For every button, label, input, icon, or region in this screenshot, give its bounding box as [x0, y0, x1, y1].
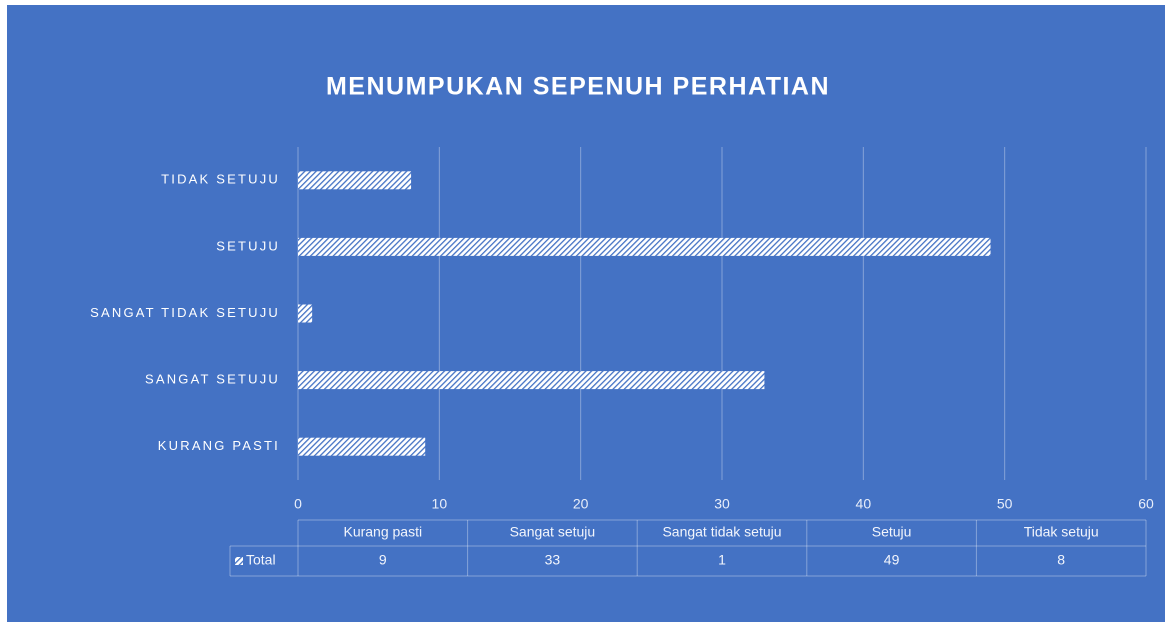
x-tick-label: 10	[432, 496, 448, 512]
y-tick-label: TIDAK SETUJU	[161, 172, 280, 187]
chart-background	[7, 5, 1165, 622]
bar	[298, 237, 991, 256]
x-tick-label: 20	[573, 496, 589, 512]
y-tick-label: SANGAT TIDAK SETUJU	[90, 305, 280, 320]
table-header: Sangat setuju	[510, 524, 596, 540]
y-tick-label: KURANG PASTI	[158, 438, 280, 453]
table-header: Tidak setuju	[1024, 524, 1099, 540]
x-tick-label: 50	[997, 496, 1013, 512]
y-tick-label: SETUJU	[216, 238, 280, 253]
bar	[298, 171, 412, 190]
x-tick-label: 30	[714, 496, 730, 512]
table-header: Setuju	[872, 524, 912, 540]
x-tick-label: 0	[294, 496, 302, 512]
x-tick-label: 40	[856, 496, 872, 512]
y-tick-label: SANGAT SETUJU	[145, 372, 280, 387]
table-value: 49	[884, 552, 900, 568]
bar	[298, 304, 313, 323]
table-header: Sangat tidak setuju	[662, 524, 781, 540]
table-value: 1	[718, 552, 726, 568]
chart-title: MENUMPUKAN SEPENUH PERHATIAN	[326, 73, 830, 101]
bar	[298, 371, 765, 390]
table-header: Kurang pasti	[343, 524, 422, 540]
bar	[298, 437, 426, 456]
table-value: 8	[1057, 552, 1065, 568]
legend-label: Total	[246, 552, 276, 568]
x-tick-label: 60	[1138, 496, 1154, 512]
table-value: 33	[545, 552, 561, 568]
table-value: 9	[379, 552, 387, 568]
legend-key	[235, 557, 243, 565]
